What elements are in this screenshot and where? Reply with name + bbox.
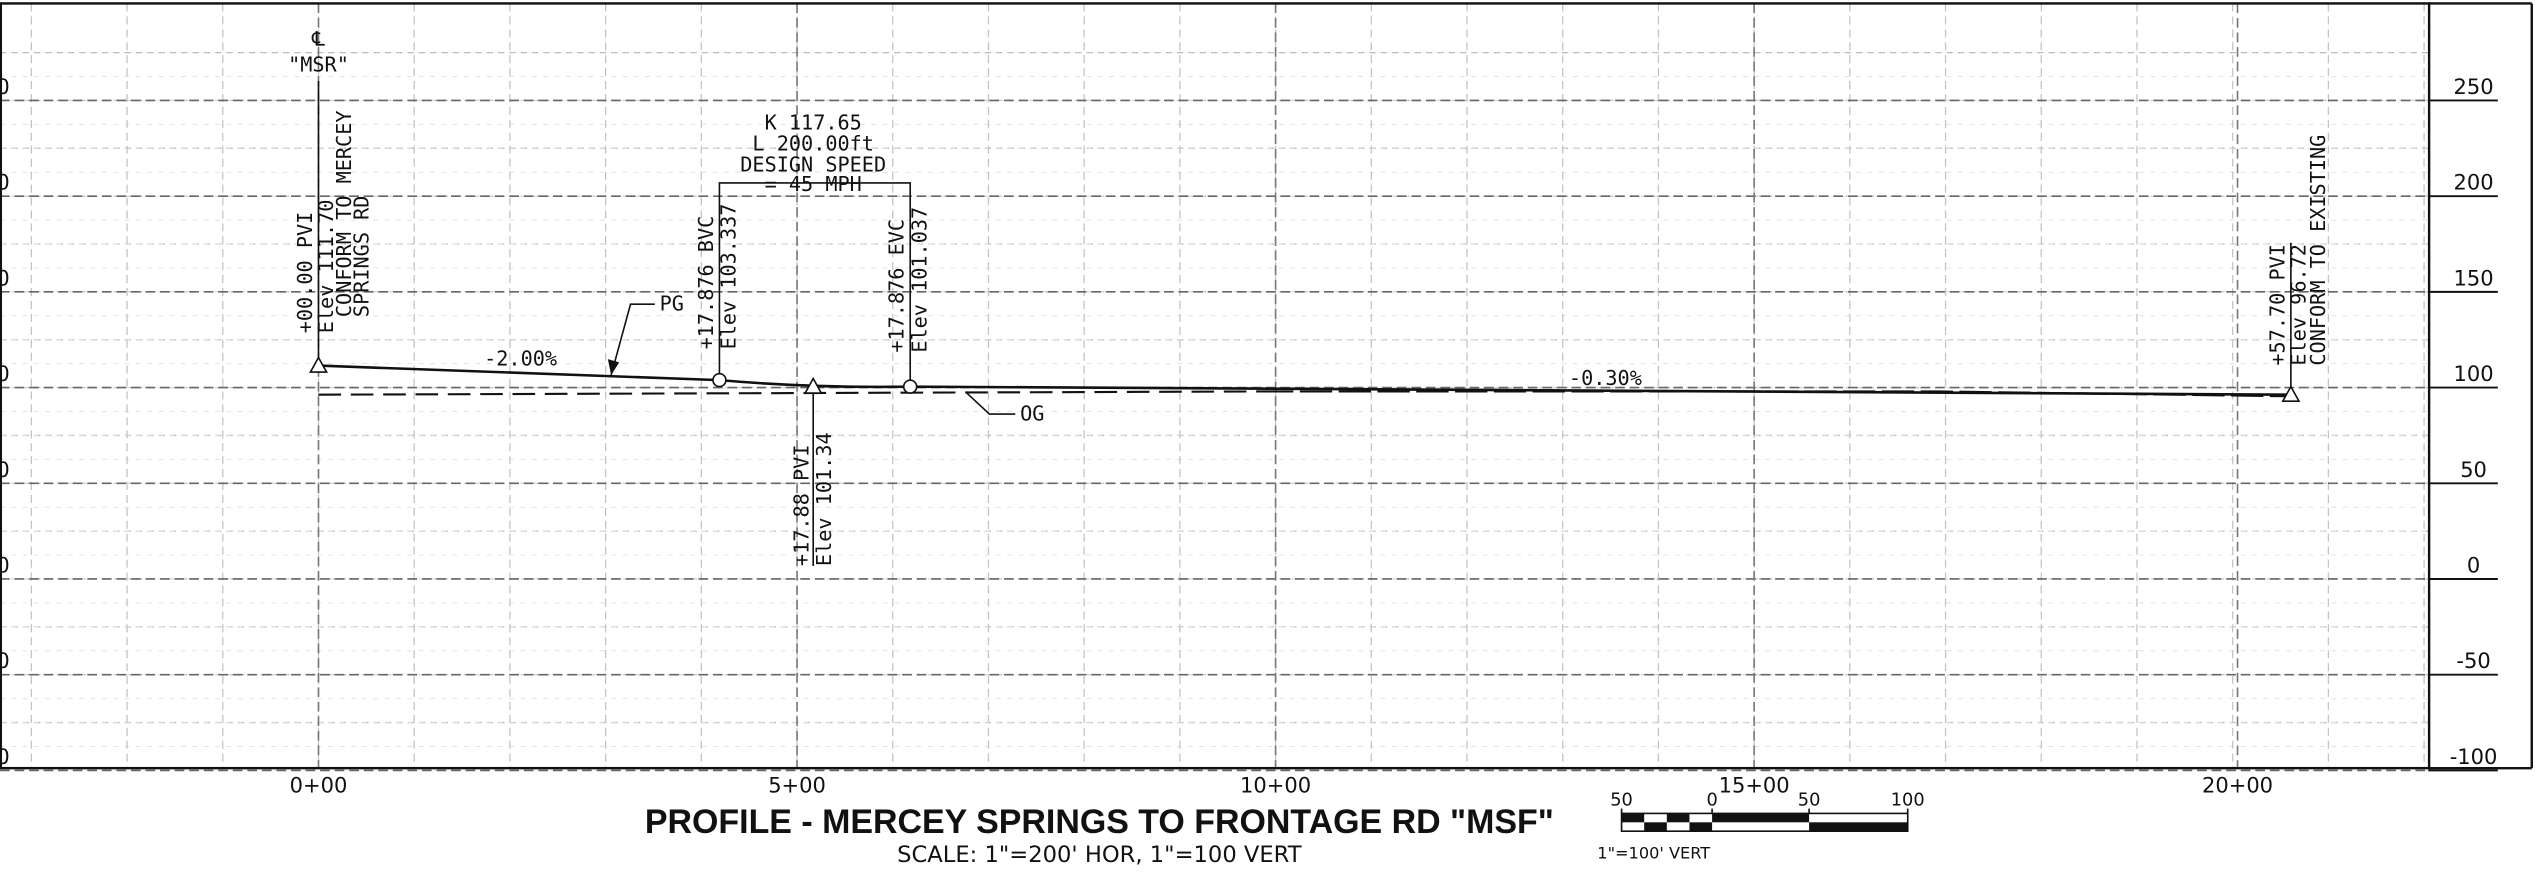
mid-station: +17.88 PVI <box>789 445 813 567</box>
subtitle: SCALE: 1"=200' HOR, 1"=100 VERT <box>897 842 1302 868</box>
grade-label: -0.30% <box>1569 366 1642 390</box>
scale-block <box>1689 822 1713 832</box>
scale-bar <box>1620 812 1909 833</box>
evc-marker <box>902 379 918 394</box>
grid <box>0 3 2429 772</box>
pvi-marker <box>309 355 328 373</box>
elevation-label: 50 <box>2460 457 2487 482</box>
elevation-label: 250 <box>2454 74 2494 99</box>
og-line <box>318 390 1262 396</box>
begin-note: CONFORM TO MERCEY <box>332 110 356 317</box>
design-speed: = 45 MPH <box>765 172 862 196</box>
scale-block <box>1621 813 1645 823</box>
scale-block <box>1666 813 1690 823</box>
frame <box>0 2 2431 770</box>
bvc-marker <box>712 372 727 388</box>
station-label: 0+00 <box>290 772 348 797</box>
evc-elev: Elev 101.037 <box>907 207 931 353</box>
bvc-station: +17.876 BVC <box>694 216 718 350</box>
elevation-label-left: 100 <box>0 361 10 386</box>
begin-note: SPRINGS RD <box>350 196 374 318</box>
elevation-label-left: 50 <box>0 457 10 482</box>
curve-bracket <box>718 182 912 387</box>
title: PROFILE - MERCEY SPRINGS TO FRONTAGE RD … <box>645 803 1554 841</box>
elevation-label: 100 <box>2454 361 2494 386</box>
pg-leader <box>610 303 655 376</box>
bvc-elev: Elev 103.337 <box>717 204 741 350</box>
elevation-label-left: -50 <box>0 648 10 673</box>
elevation-label: 150 <box>2454 265 2494 290</box>
scale-label: 0 <box>1706 789 1717 810</box>
scale-block <box>1712 813 1810 823</box>
end-elev: Elev 96.72 <box>2286 244 2310 366</box>
pg-label: PG <box>660 292 684 316</box>
elevation-label: -100 <box>2450 744 2498 769</box>
scale-block <box>1809 822 1908 832</box>
elevation-label-left: 250 <box>0 74 10 99</box>
elevation-label-left: 200 <box>0 170 10 195</box>
elevation-label: 0 <box>2467 553 2480 578</box>
scale-label: 50 <box>1798 789 1821 810</box>
curve-l: L 200.00ft <box>752 132 874 156</box>
station-label: 5+00 <box>768 772 826 797</box>
elevation-label-left: -100 <box>0 744 10 769</box>
scale-block <box>1644 822 1667 832</box>
pvi-marker <box>803 376 823 394</box>
station-label: 20+00 <box>2202 772 2273 797</box>
elevation-label-left: 0 <box>0 553 10 578</box>
scale-label: 100 <box>1891 789 1925 810</box>
elevation-label: -50 <box>2456 648 2490 673</box>
station-label: 15+00 <box>1719 772 1790 797</box>
end-station: +57.70 PVI <box>2265 244 2289 366</box>
curve-k: K 117.65 <box>765 111 862 135</box>
evc-station: +17.876 EVC <box>885 219 909 353</box>
og-label: OG <box>1020 402 1044 426</box>
elevation-label: 200 <box>2454 170 2494 195</box>
mid-elev: Elev 101.34 <box>812 432 836 566</box>
grade-label: -2.00% <box>484 347 557 371</box>
pg-arrow <box>607 359 620 376</box>
scale-label: 50 <box>1610 789 1633 810</box>
og-leader <box>966 392 1016 415</box>
station-label: 10+00 <box>1240 772 1311 797</box>
begin-station: +00.00 PVI <box>293 212 317 334</box>
centerline-symbol: ℄ <box>311 26 325 50</box>
begin-elev: Elev 111.70 <box>314 200 338 334</box>
end-note: CONFORM TO EXISTING <box>2306 135 2330 366</box>
elevation-label-left: 150 <box>0 265 10 290</box>
scale-caption: 1"=100' VERT <box>1597 844 1710 863</box>
design-speed: DESIGN SPEED <box>740 153 886 177</box>
centerline-name: "MSR" <box>288 52 349 76</box>
pvi-marker <box>2281 384 2301 402</box>
